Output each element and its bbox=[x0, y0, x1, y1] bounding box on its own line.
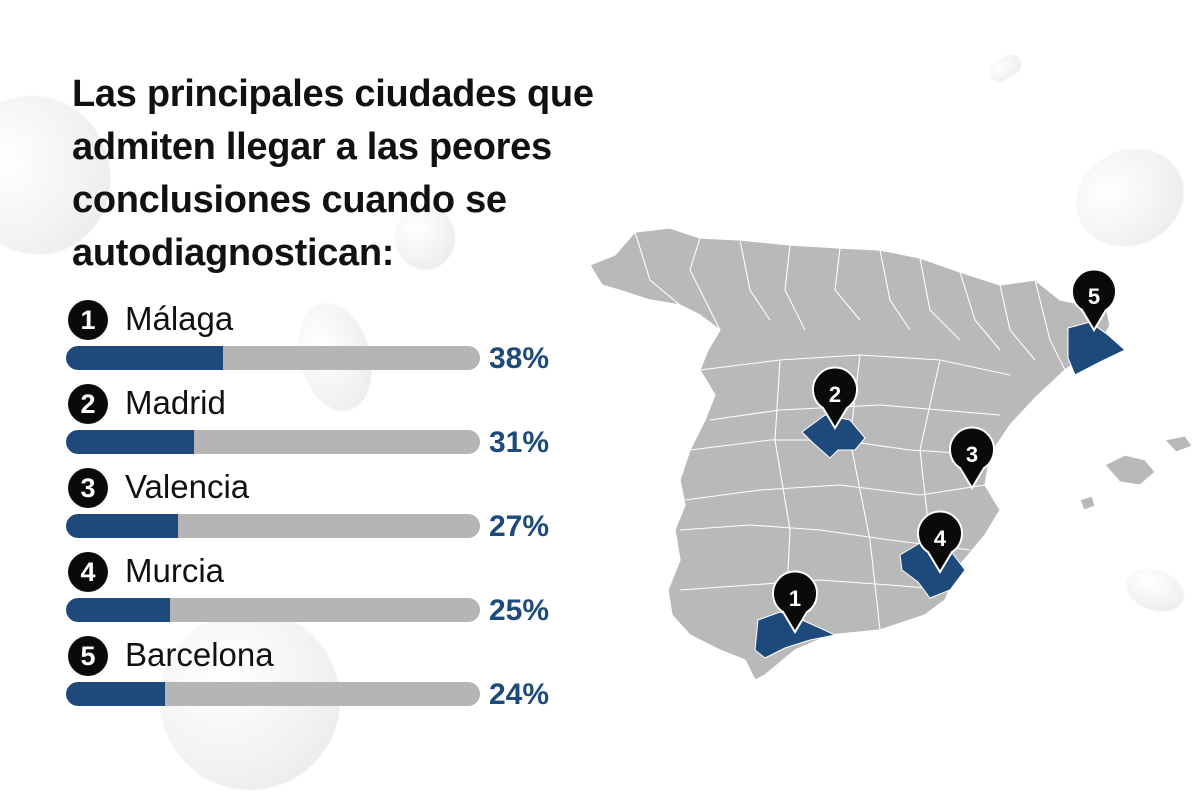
marker-pin bbox=[772, 570, 818, 634]
spain-map: 1 2 3 4 5 bbox=[589, 227, 1193, 681]
bar-fill bbox=[66, 514, 178, 538]
city-label: Málaga bbox=[125, 300, 234, 337]
bar-track bbox=[66, 430, 480, 454]
map-marker: 3 bbox=[949, 426, 995, 490]
value-label: 24% bbox=[489, 678, 550, 711]
ranking-chart: 1 Málaga 38% 2 Madrid 31% 3 Valencia 27% 4 Murcia 2… bbox=[66, 298, 576, 718]
rank-item: 5 Barcelona 24% bbox=[66, 634, 576, 718]
rank-badge: 1 bbox=[68, 300, 108, 340]
rank-item: 1 Málaga 38% bbox=[66, 298, 576, 382]
rank-badge: 2 bbox=[68, 384, 108, 424]
city-label: Madrid bbox=[125, 384, 226, 421]
marker-label: 4 bbox=[934, 526, 947, 551]
bar-track bbox=[66, 682, 480, 706]
rank-badge: 5 bbox=[68, 636, 108, 676]
marker-label: 5 bbox=[1088, 284, 1100, 309]
bar-fill bbox=[66, 598, 170, 622]
map-marker: 1 bbox=[772, 570, 818, 634]
region-barcelona bbox=[1067, 321, 1126, 376]
bar-track bbox=[66, 598, 480, 622]
bar-track bbox=[66, 514, 480, 538]
map-land bbox=[589, 227, 1193, 681]
city-label: Barcelona bbox=[125, 636, 274, 673]
chart-title: Las principales ciudades que admiten lle… bbox=[72, 73, 594, 274]
city-label: Valencia bbox=[125, 468, 250, 505]
bar-fill bbox=[66, 430, 195, 454]
map-marker: 5 bbox=[1071, 268, 1117, 332]
rank-item: 3 Valencia 27% bbox=[66, 466, 576, 550]
city-label: Murcia bbox=[125, 552, 225, 589]
value-label: 38% bbox=[489, 342, 550, 375]
map-marker: 2 bbox=[812, 366, 858, 430]
rank-item: 2 Madrid 31% bbox=[66, 382, 576, 466]
value-label: 25% bbox=[489, 594, 550, 627]
value-label: 27% bbox=[489, 510, 550, 543]
rank-badge: 4 bbox=[68, 552, 108, 592]
marker-pin bbox=[949, 426, 995, 490]
mainland-outline bbox=[589, 227, 1111, 681]
marker-label: 2 bbox=[829, 382, 841, 407]
marker-pin bbox=[812, 366, 858, 430]
map-marker: 4 bbox=[917, 510, 963, 574]
marker-label: 3 bbox=[966, 442, 978, 467]
bar-track bbox=[66, 346, 480, 370]
province-borders bbox=[634, 231, 1066, 631]
marker-pin bbox=[917, 510, 963, 574]
rank-item: 4 Murcia 25% bbox=[66, 550, 576, 634]
marker-pin bbox=[1071, 268, 1117, 332]
marker-label: 1 bbox=[789, 586, 801, 611]
value-label: 31% bbox=[489, 426, 550, 459]
rank-badge: 3 bbox=[68, 468, 108, 508]
map-markers: 1 2 3 4 5 bbox=[772, 268, 1117, 634]
balearic-islands bbox=[1104, 454, 1156, 486]
bar-fill bbox=[66, 346, 224, 370]
bar-fill bbox=[66, 682, 166, 706]
